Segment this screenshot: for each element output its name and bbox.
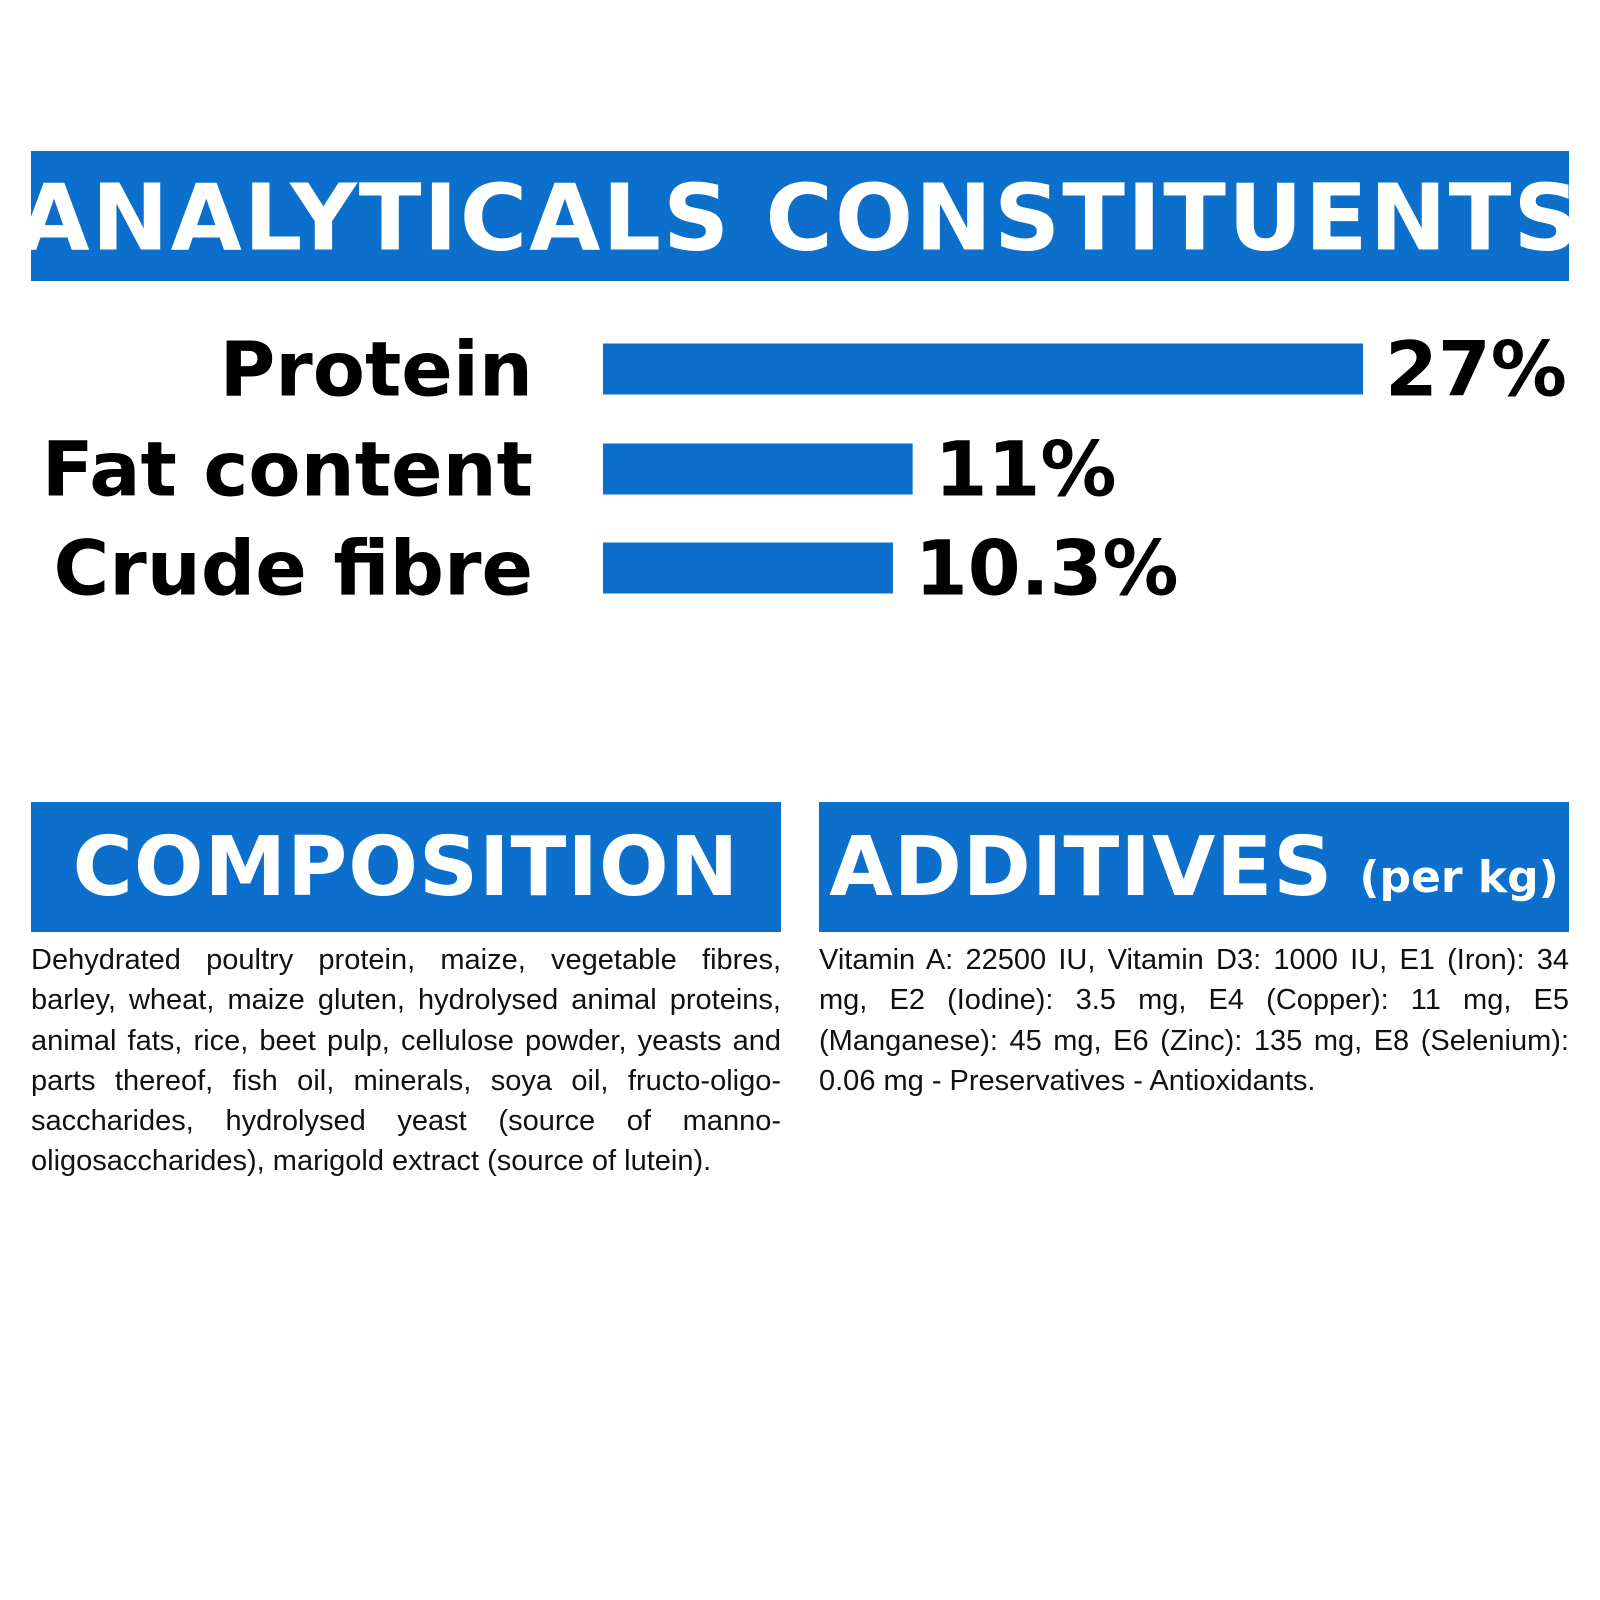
composition-text: Dehydrated poultry protein, maize, veget… xyxy=(31,944,781,1178)
bar xyxy=(603,443,913,495)
chart-title: ANALYTICALS CONSTITUENTS xyxy=(18,165,1581,272)
value-label: 10.3% xyxy=(915,524,1179,613)
title-banner xyxy=(31,151,1569,281)
category-label: Fat content xyxy=(42,425,533,514)
category-label: Crude fibre xyxy=(53,524,533,613)
composition-title: COMPOSITION xyxy=(72,819,740,915)
composition-banner: COMPOSITION xyxy=(31,802,781,932)
value-label: 27% xyxy=(1385,325,1567,414)
additives-text: Vitamin A: 22500 IU, Vitamin D3: 1000 IU… xyxy=(819,944,1569,1097)
bar xyxy=(603,343,1363,395)
additives-unit: (per kg) xyxy=(1359,851,1559,903)
additives-banner: ADDITIVES (per kg) xyxy=(819,802,1569,932)
chart: ANALYTICALS CONSTITUENTS Protein 27% Fat c… xyxy=(18,151,1581,613)
value-label: 11% xyxy=(935,425,1117,514)
additives-title: ADDITIVES xyxy=(829,819,1334,915)
category-label: Protein xyxy=(220,325,533,414)
bar xyxy=(603,542,893,594)
